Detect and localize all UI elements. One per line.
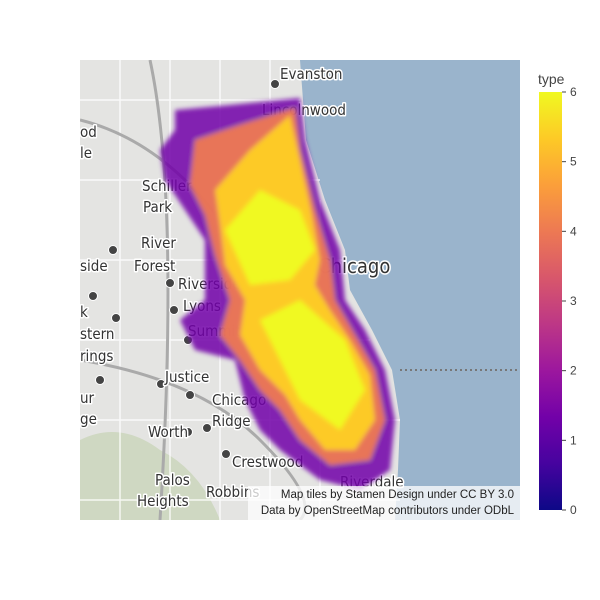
place-dot bbox=[169, 305, 179, 315]
place-label: k bbox=[80, 303, 88, 321]
place-label: Justice bbox=[164, 368, 209, 386]
forest-preserve bbox=[80, 432, 220, 520]
colorbar-tick-label: 3 bbox=[570, 294, 577, 308]
place-dot bbox=[202, 423, 212, 433]
place-label: Heights bbox=[137, 492, 189, 510]
colorbar-tick-label: 1 bbox=[570, 433, 577, 447]
place-dot bbox=[111, 313, 121, 323]
place-label: ge bbox=[80, 410, 97, 428]
colorbar-tick-label: 5 bbox=[570, 155, 577, 169]
attribution: Data by OpenStreetMap contributors under… bbox=[261, 505, 515, 517]
place-label: Park bbox=[143, 198, 172, 216]
place-dot bbox=[165, 278, 175, 288]
place-label: Crestwood bbox=[232, 453, 303, 471]
place-label: Evanston bbox=[280, 65, 342, 83]
colorbar-tick-label: 6 bbox=[570, 85, 577, 99]
place-label: Robbins bbox=[206, 483, 259, 501]
colorbar bbox=[539, 92, 562, 510]
place-dot bbox=[156, 379, 166, 389]
place-label: River bbox=[141, 234, 176, 252]
colorbar-tick-label: 4 bbox=[570, 224, 577, 238]
density-peak bbox=[225, 190, 365, 430]
place-label: side bbox=[80, 257, 108, 275]
attribution: Map tiles by Stamen Design under CC BY 3… bbox=[281, 489, 514, 501]
place-label: rings bbox=[80, 347, 113, 365]
place-label: ur bbox=[80, 389, 95, 407]
place-label: Ridge bbox=[212, 412, 251, 430]
colorbar-tick-label: 0 bbox=[570, 503, 577, 517]
attribution-box bbox=[248, 486, 520, 520]
place-label: Worth bbox=[148, 423, 188, 441]
place-dot bbox=[108, 245, 118, 255]
colorbar-tick-label: 2 bbox=[570, 364, 577, 378]
place-label: le bbox=[80, 144, 92, 162]
place-dot bbox=[95, 375, 105, 385]
place-label: Forest bbox=[134, 257, 175, 275]
place-label: od bbox=[80, 123, 97, 141]
place-dot bbox=[270, 79, 280, 89]
place-dot bbox=[88, 291, 98, 301]
colorbar-title: type bbox=[538, 71, 565, 87]
density-layer bbox=[160, 98, 395, 490]
lake bbox=[300, 60, 520, 520]
map[interactable]: EvanstonLincolnwoododleSchillerParkRiver… bbox=[80, 60, 520, 520]
place-dot bbox=[185, 390, 195, 400]
place-label: Palos bbox=[155, 471, 190, 489]
place-dot bbox=[183, 427, 193, 437]
place-dot bbox=[221, 449, 231, 459]
place-label: stern bbox=[80, 325, 114, 343]
